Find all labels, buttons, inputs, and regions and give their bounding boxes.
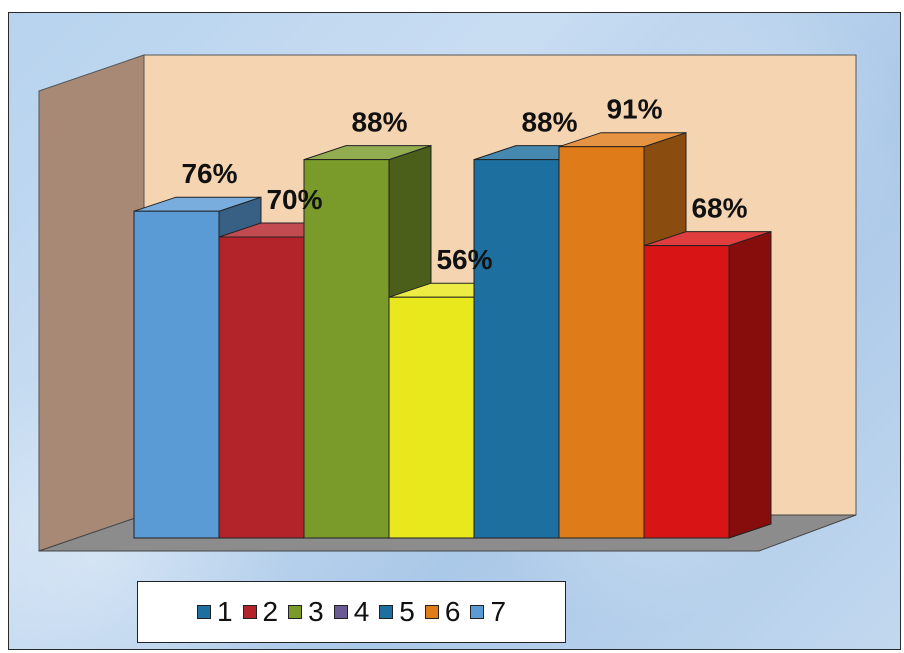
data-label-3: 88% bbox=[351, 107, 407, 138]
legend-item: 4 bbox=[333, 596, 370, 628]
bar-3 bbox=[303, 159, 390, 539]
legend-swatch bbox=[242, 605, 257, 619]
data-label-4: 56% bbox=[436, 244, 492, 275]
legend-swatch bbox=[424, 605, 439, 619]
legend-swatch bbox=[196, 605, 211, 619]
chart-plot: 76% 70% 88% 56% 88% 91% 68% bbox=[38, 54, 857, 552]
legend-swatch bbox=[470, 605, 485, 619]
data-label-7: 68% bbox=[691, 193, 747, 224]
legend-swatch bbox=[379, 605, 394, 619]
legend-swatch bbox=[333, 605, 348, 619]
legend-item: 3 bbox=[288, 596, 324, 628]
legend-label: 4 bbox=[353, 596, 370, 627]
legend-item: 6 bbox=[424, 596, 461, 628]
bar-7 bbox=[643, 245, 730, 539]
bar-2 bbox=[218, 236, 305, 539]
data-label-2: 70% bbox=[266, 184, 322, 215]
legend-label: 3 bbox=[308, 596, 324, 627]
bar-6 bbox=[558, 146, 645, 539]
data-label-5: 88% bbox=[521, 107, 577, 138]
legend-swatch bbox=[288, 605, 303, 619]
bar-5 bbox=[473, 159, 560, 539]
data-label-6: 91% bbox=[606, 94, 662, 125]
legend-item: 2 bbox=[242, 596, 279, 628]
legend-label: 2 bbox=[262, 596, 279, 627]
bar-4 bbox=[388, 296, 475, 539]
legend-label: 1 bbox=[216, 596, 233, 627]
side-wall bbox=[38, 54, 145, 552]
legend-label: 7 bbox=[490, 596, 507, 627]
legend-item: 7 bbox=[470, 596, 506, 628]
bar-side-7 bbox=[728, 230, 772, 539]
legend-label: 5 bbox=[399, 596, 415, 627]
bar-1 bbox=[133, 210, 220, 539]
data-label-1: 76% bbox=[181, 158, 237, 189]
legend-item: 5 bbox=[379, 596, 415, 628]
legend-item: 1 bbox=[196, 596, 233, 628]
legend-label: 6 bbox=[444, 596, 461, 627]
